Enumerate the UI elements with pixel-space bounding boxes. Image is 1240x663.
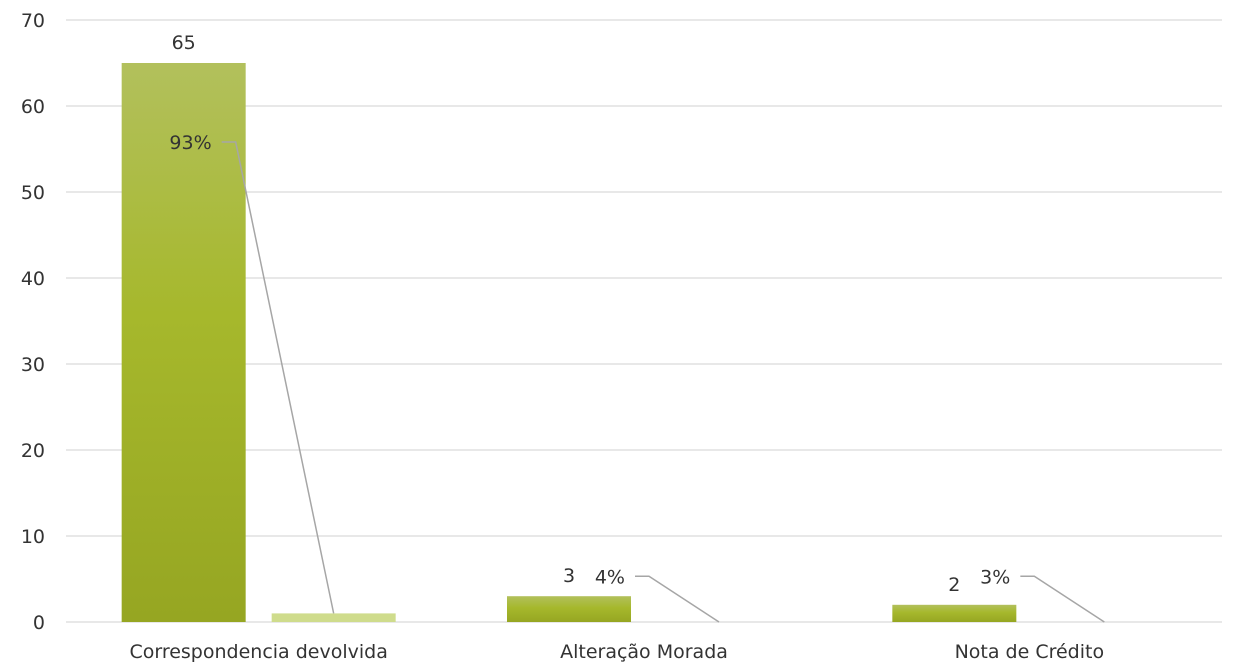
x-category-label: Nota de Crédito [955, 641, 1105, 663]
percent-label: 4% [595, 566, 625, 588]
bars [121, 63, 1017, 622]
x-category-label: Correspondencia devolvida [129, 641, 387, 663]
percent-label: 93% [169, 132, 211, 154]
y-axis: 0 10 20 30 40 50 60 70 [21, 10, 45, 634]
x-axis: Correspondencia devolvida Alteração Morad… [129, 641, 1104, 663]
y-tick-label: 10 [21, 526, 45, 548]
bar [507, 596, 631, 622]
leader-lines [221, 141, 1105, 623]
x-category-label: Alteração Morada [560, 641, 728, 663]
y-tick-label: 0 [33, 612, 45, 634]
leader-line [221, 141, 335, 614]
bar [121, 63, 246, 622]
bar-value-label: 65 [172, 32, 196, 54]
gridlines [66, 19, 1222, 623]
bar [892, 604, 1017, 622]
percent-label: 3% [980, 566, 1010, 588]
y-tick-label: 60 [21, 96, 45, 118]
y-tick-label: 40 [21, 268, 45, 290]
y-tick-label: 30 [21, 354, 45, 376]
bar-value-label: 3 [563, 565, 575, 587]
leader-line [1020, 575, 1105, 623]
data-labels: 65 93% 3 4% 2 3% [169, 32, 1010, 596]
bar-value-label: 2 [948, 574, 960, 596]
y-tick-label: 70 [21, 10, 45, 32]
bar [271, 613, 396, 622]
leader-line [635, 575, 720, 623]
y-tick-label: 50 [21, 182, 45, 204]
y-tick-label: 20 [21, 440, 45, 462]
